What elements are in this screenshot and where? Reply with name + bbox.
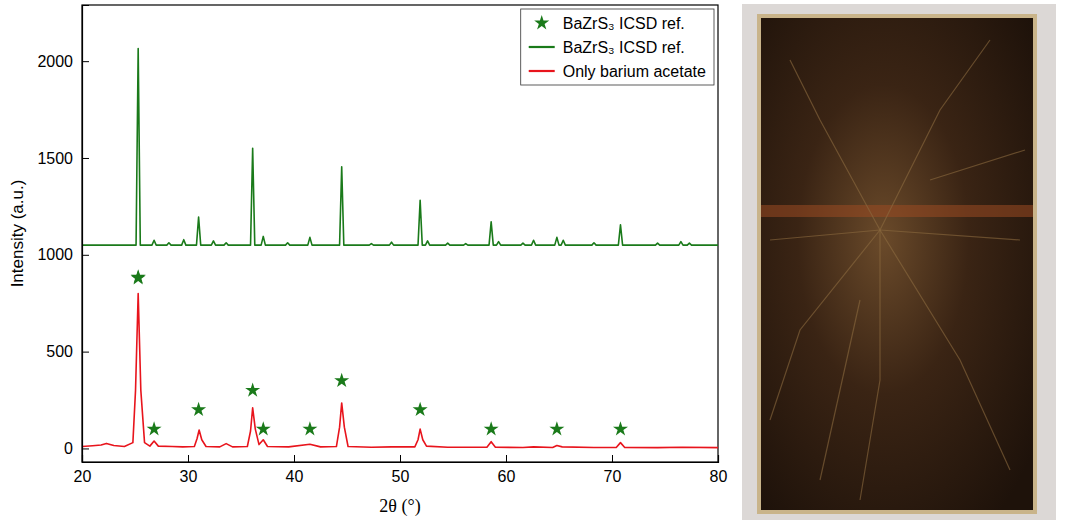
legend-entry: BaZrS₃ ICSD ref. — [529, 39, 685, 56]
star-marker — [413, 402, 428, 416]
y-tick: 0 — [64, 440, 89, 457]
photo-background — [742, 4, 1056, 520]
x-tick-label: 20 — [74, 468, 92, 485]
y-tick-mark — [82, 448, 89, 449]
x-tick-label: 80 — [710, 468, 728, 485]
star-marker — [256, 421, 271, 435]
x-axis-line — [83, 455, 719, 463]
legend-swatch — [529, 70, 555, 72]
star-marker — [245, 382, 260, 396]
star-marker — [147, 421, 162, 435]
y-tick-label: 0 — [64, 440, 73, 457]
x-tick-mark — [718, 455, 719, 462]
legend-label: Only barium acetate — [563, 63, 706, 80]
x-tick-label: 30 — [180, 468, 198, 485]
legend-swatch — [529, 46, 555, 48]
reflection — [761, 205, 1033, 217]
star-marker — [613, 421, 628, 435]
legend: BaZrS₃ ICSD ref. BaZrS₃ ICSD ref. Only bar… — [521, 9, 714, 85]
star-marker — [191, 402, 206, 416]
y-axis-title: Intensity (a.u.) — [8, 180, 27, 288]
x-tick: 50 — [392, 455, 410, 485]
y-tick: 500 — [46, 343, 89, 360]
x-axis: 20 30 40 50 60 70 80 — [74, 455, 728, 485]
y-tick-label: 2000 — [37, 53, 73, 70]
photo — [742, 4, 1056, 520]
star-marker — [334, 373, 349, 387]
x-tick-mark — [294, 455, 295, 462]
y-axis-line — [83, 6, 90, 463]
film-crack — [880, 230, 1020, 240]
film-crack — [880, 40, 990, 230]
figure: 20 30 40 50 60 70 80 0 500 1000 1500 2000 2θ (°) Inte… — [0, 0, 1075, 525]
x-tick: 70 — [604, 455, 622, 485]
star-marker — [131, 270, 146, 284]
x-tick: 60 — [498, 455, 516, 485]
substrate — [757, 14, 1037, 514]
x-tick-label: 60 — [498, 468, 516, 485]
legend-entry: BaZrS₃ ICSD ref. — [534, 15, 685, 32]
y-tick-mark — [82, 61, 89, 62]
y-tick: 1000 — [37, 246, 89, 263]
plot-frame — [82, 5, 718, 462]
y-tick-mark — [82, 352, 89, 353]
legend-box — [521, 9, 714, 85]
x-tick: 40 — [286, 455, 304, 485]
legend-label: BaZrS₃ ICSD ref. — [563, 39, 685, 56]
y-tick: 2000 — [37, 53, 89, 70]
x-tick-label: 70 — [604, 468, 622, 485]
film-crack — [880, 230, 1010, 470]
x-tick-mark — [400, 455, 401, 462]
legend-label: BaZrS₃ ICSD ref. — [563, 15, 685, 32]
x-axis-title: 2θ (°) — [379, 496, 420, 517]
x-tick: 30 — [180, 455, 198, 485]
y-axis: 0 500 1000 1500 2000 — [37, 6, 89, 463]
x-tick: 80 — [710, 455, 728, 485]
y-tick-mark — [82, 158, 89, 159]
film-crack — [790, 60, 880, 230]
y-tick-label: 1000 — [37, 246, 73, 263]
y-tick-label: 500 — [46, 343, 73, 360]
x-tick-mark — [506, 455, 507, 462]
y-tick: 1500 — [37, 150, 89, 167]
film-crack — [770, 230, 880, 240]
x-tick-mark — [188, 455, 189, 462]
x-tick-mark — [612, 455, 613, 462]
film — [761, 18, 1033, 510]
film-crack — [860, 230, 880, 500]
star-marker — [302, 421, 317, 435]
series-line — [82, 294, 718, 448]
legend-swatch — [534, 15, 549, 29]
star-marker — [131, 269, 146, 283]
series-line — [82, 49, 718, 246]
film-crack — [930, 150, 1025, 180]
star-marker — [549, 421, 564, 435]
legend-entry: Only barium acetate — [529, 63, 706, 80]
y-tick-label: 1500 — [37, 150, 73, 167]
film-crack — [770, 230, 880, 420]
film-crack — [820, 300, 860, 480]
x-tick-label: 50 — [392, 468, 410, 485]
y-tick-mark — [82, 255, 89, 256]
plot-data — [82, 49, 718, 448]
x-tick-label: 40 — [286, 468, 304, 485]
star-marker — [484, 421, 499, 435]
